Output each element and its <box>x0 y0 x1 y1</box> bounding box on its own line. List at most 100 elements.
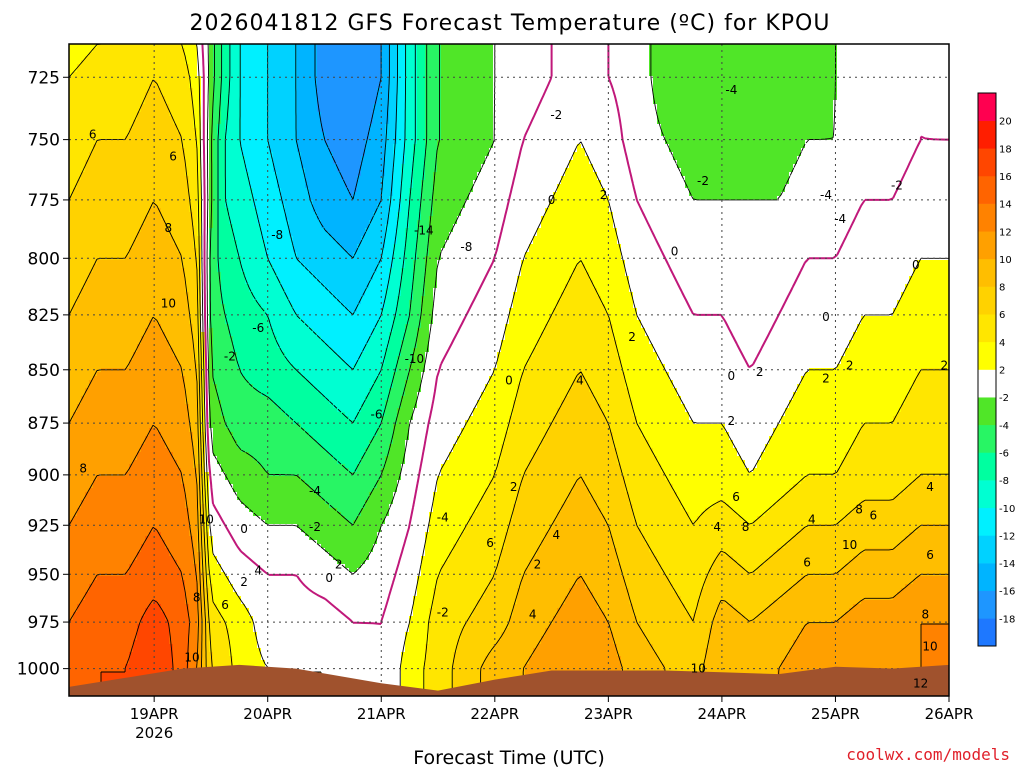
temperature-cell <box>869 52 874 57</box>
temperature-cell <box>105 64 110 69</box>
temperature-cell <box>673 60 678 65</box>
temperature-cell <box>525 52 530 57</box>
temperature-cell <box>617 52 622 57</box>
temperature-cell <box>345 52 350 57</box>
temperature-cell <box>789 52 794 57</box>
temperature-cell <box>913 60 918 65</box>
temperature-cell <box>325 64 330 69</box>
temperature-cell <box>537 48 542 53</box>
temperature-cell <box>349 60 354 65</box>
temperature-cell <box>853 60 858 65</box>
temperature-cell <box>541 52 546 57</box>
temperature-cell <box>937 60 942 65</box>
temperature-cell <box>733 56 738 61</box>
temperature-cell <box>561 52 566 57</box>
temperature-cell <box>829 52 834 57</box>
temperature-cell <box>573 56 578 61</box>
temperature-cell <box>237 60 242 65</box>
temperature-cell <box>149 48 154 53</box>
temperature-cell <box>517 60 522 65</box>
temperature-cell <box>169 64 174 69</box>
temperature-cell <box>245 48 250 53</box>
temperature-cell <box>137 52 142 57</box>
temperature-cell <box>209 64 214 69</box>
temperature-cell <box>257 48 262 53</box>
temperature-cell <box>797 48 802 53</box>
temperature-cell <box>689 60 694 65</box>
temperature-cell <box>349 52 354 57</box>
temperature-cell <box>137 64 142 69</box>
temperature-cell <box>177 48 182 53</box>
temperature-cell <box>757 56 762 61</box>
temperature-cell <box>177 60 182 65</box>
temperature-cell <box>101 56 106 61</box>
temperature-cell <box>785 60 790 65</box>
temperature-cell <box>697 64 702 69</box>
temperature-cell <box>533 52 538 57</box>
temperature-cell <box>621 56 626 61</box>
temperature-cell <box>581 56 586 61</box>
temperature-cell <box>805 48 810 53</box>
temperature-cell <box>629 52 634 57</box>
temperature-cell <box>713 64 718 69</box>
temperature-cell <box>237 48 242 53</box>
temperature-cell <box>213 60 218 65</box>
temperature-cell <box>577 48 582 53</box>
temperature-cell <box>705 56 710 61</box>
temperature-cell <box>173 48 178 53</box>
temperature-cell <box>337 52 342 57</box>
temperature-cell <box>529 52 534 57</box>
temperature-cell <box>581 64 586 69</box>
temperature-cell <box>581 52 586 57</box>
temperature-cell <box>689 56 694 61</box>
temperature-cell <box>625 64 630 69</box>
temperature-cell <box>149 64 154 69</box>
temperature-cell <box>505 52 510 57</box>
temperature-cell <box>909 60 914 65</box>
temperature-cell <box>805 52 810 57</box>
temperature-cell <box>557 60 562 65</box>
temperature-cell <box>445 52 450 57</box>
temperature-cell <box>873 60 878 65</box>
temperature-cell <box>501 64 506 69</box>
temperature-cell <box>853 56 858 61</box>
temperature-cell <box>581 48 586 53</box>
temperature-cell <box>901 52 906 57</box>
temperature-cell <box>765 52 770 57</box>
temperature-cell <box>805 60 810 65</box>
temperature-cell <box>621 52 626 57</box>
temperature-cell <box>501 52 506 57</box>
temperature-cell <box>481 48 486 53</box>
temperature-cell <box>801 52 806 57</box>
temperature-cell <box>661 56 666 61</box>
temperature-cell <box>585 60 590 65</box>
temperature-cell <box>545 60 550 65</box>
temperature-cell <box>785 52 790 57</box>
temperature-cell <box>117 56 122 61</box>
temperature-cell <box>925 52 930 57</box>
temperature-cell <box>777 64 782 69</box>
temperature-cell <box>293 48 298 53</box>
temperature-cell <box>917 48 922 53</box>
temperature-cell <box>733 64 738 69</box>
temperature-cell <box>573 64 578 69</box>
temperature-cell <box>589 52 594 57</box>
temperature-cell <box>101 60 106 65</box>
temperature-cell <box>289 60 294 65</box>
temperature-cell <box>673 56 678 61</box>
temperature-cell <box>345 64 350 69</box>
temperature-cell <box>433 60 438 65</box>
temperature-cell <box>181 64 186 69</box>
temperature-cell <box>849 52 854 57</box>
temperature-cell <box>613 48 618 53</box>
temperature-cell <box>565 56 570 61</box>
temperature-cell <box>701 60 706 65</box>
temperature-cell <box>293 56 298 61</box>
temperature-cell <box>765 64 770 69</box>
temperature-cell <box>249 60 254 65</box>
temperature-cell <box>861 48 866 53</box>
temperature-cell <box>653 56 658 61</box>
temperature-cell <box>933 48 938 53</box>
temperature-cell <box>145 48 150 53</box>
temperature-cell <box>585 64 590 69</box>
